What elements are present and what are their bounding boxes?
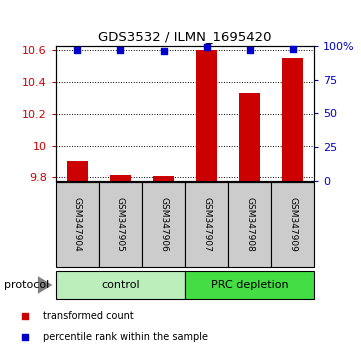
Text: PRC depletion: PRC depletion: [211, 280, 288, 290]
Bar: [67, 161, 88, 181]
Bar: [185, 182, 228, 267]
Text: GSM347904: GSM347904: [73, 198, 82, 252]
Bar: [228, 182, 271, 267]
Bar: [153, 176, 174, 181]
Text: control: control: [101, 280, 140, 290]
Point: [75, 47, 81, 53]
Title: GDS3532 / ILMN_1695420: GDS3532 / ILMN_1695420: [98, 30, 272, 44]
Bar: [56, 271, 185, 299]
Bar: [110, 175, 131, 181]
Text: GSM347907: GSM347907: [202, 197, 211, 252]
Bar: [239, 93, 260, 181]
Point: [118, 47, 123, 53]
Text: percentile rank within the sample: percentile rank within the sample: [43, 332, 208, 342]
Text: GSM347908: GSM347908: [245, 197, 254, 252]
Text: GSM347905: GSM347905: [116, 197, 125, 252]
Bar: [196, 51, 217, 181]
Point: [290, 46, 295, 52]
Text: protocol: protocol: [4, 280, 49, 290]
Text: GSM347909: GSM347909: [288, 197, 297, 252]
Bar: [142, 182, 185, 267]
Bar: [282, 58, 303, 181]
Text: GSM347906: GSM347906: [159, 197, 168, 252]
Point: [161, 48, 166, 53]
Bar: [271, 182, 314, 267]
Point: [247, 47, 252, 53]
Bar: [185, 271, 314, 299]
Point: [204, 44, 209, 50]
Text: transformed count: transformed count: [43, 311, 134, 321]
Bar: [56, 182, 99, 267]
Bar: [99, 182, 142, 267]
